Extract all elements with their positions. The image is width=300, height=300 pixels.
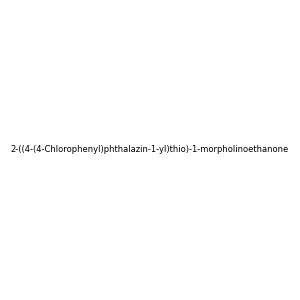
Text: 2-((4-(4-Chlorophenyl)phthalazin-1-yl)thio)-1-morpholinoethanone: 2-((4-(4-Chlorophenyl)phthalazin-1-yl)th… <box>11 146 289 154</box>
